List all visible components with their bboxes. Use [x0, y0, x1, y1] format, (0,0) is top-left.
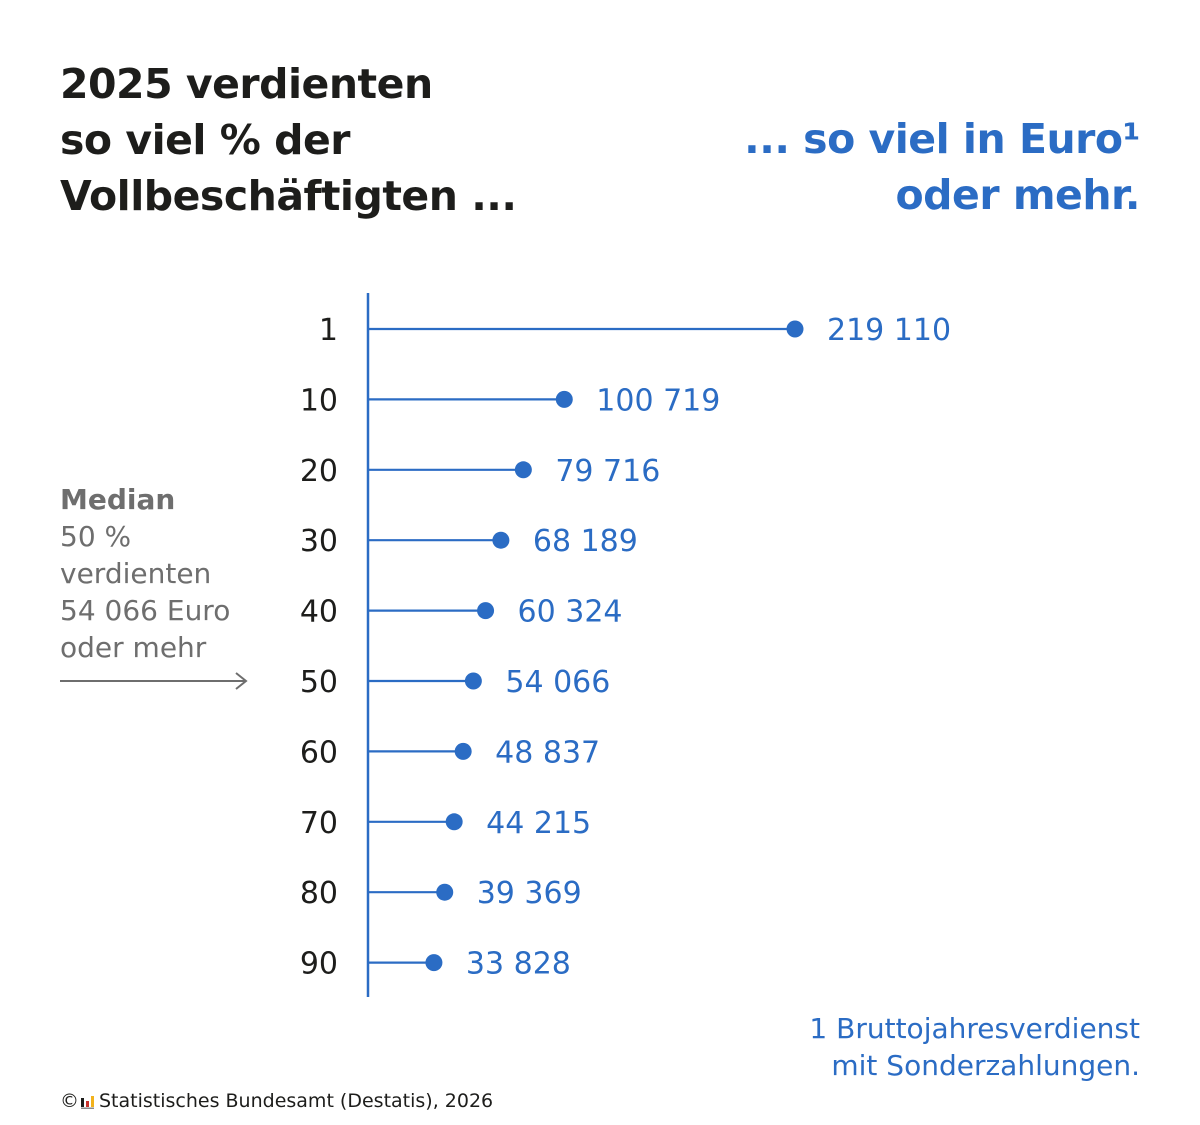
- source-credit: © Statistisches Bundesamt (Destatis), 202…: [60, 1087, 493, 1115]
- copyright-symbol: ©: [60, 1090, 79, 1112]
- percentile-label: 50: [300, 665, 338, 700]
- median-arrow-head-icon: [235, 672, 248, 690]
- percentile-label: 20: [300, 454, 338, 489]
- subtitle-line: ... so viel in Euro¹: [744, 115, 1140, 163]
- percentile-label: 80: [300, 876, 338, 911]
- percentile-label: 90: [300, 947, 338, 982]
- lollipop-point: [454, 742, 472, 760]
- value-label: 68 189: [533, 524, 638, 559]
- percentile-label: 1: [319, 313, 338, 348]
- median-line: 54 066 Euro: [60, 594, 231, 627]
- chart-title: 2025 verdienten so viel % der Vollbeschä…: [60, 56, 620, 224]
- median-line: verdienten: [60, 557, 212, 590]
- value-label: 79 716: [555, 454, 660, 489]
- value-label: 100 719: [596, 383, 720, 418]
- lollipop-point: [464, 672, 482, 690]
- footnote-line: mit Sonderzahlungen.: [831, 1049, 1140, 1082]
- chart-subtitle: ... so viel in Euro¹ oder mehr.: [640, 111, 1140, 223]
- value-label: 33 828: [466, 947, 571, 982]
- percentile-label: 30: [300, 524, 338, 559]
- value-label: 60 324: [518, 595, 623, 630]
- destatis-logo-icon: [81, 1095, 94, 1109]
- value-label: 219 110: [827, 313, 951, 348]
- lollipop-point: [786, 320, 804, 338]
- lollipop-point: [445, 813, 463, 831]
- value-label: 39 369: [477, 876, 582, 911]
- value-label: 44 215: [486, 806, 591, 841]
- median-line: 50 %: [60, 520, 132, 553]
- lollipop-point: [425, 954, 443, 972]
- title-line: Vollbeschäftigten ...: [60, 172, 517, 220]
- lollipop-point: [555, 390, 573, 408]
- lollipop-point: [514, 461, 532, 479]
- source-text: Statistisches Bundesamt (Destatis), 2026: [99, 1090, 494, 1112]
- percentile-label: 60: [300, 735, 338, 770]
- title-line: 2025 verdienten: [60, 60, 433, 108]
- footnote: 1 Bruttojahresverdienst mit Sonderzahlun…: [640, 1010, 1140, 1084]
- percentile-label: 40: [300, 595, 338, 630]
- percentile-label: 10: [300, 383, 338, 418]
- median-annotation: Median 50 % verdienten 54 066 Euro oder …: [60, 481, 290, 666]
- subtitle-line: oder mehr.: [895, 171, 1141, 219]
- value-label: 54 066: [505, 665, 610, 700]
- percentile-label: 70: [300, 806, 338, 841]
- chart-marks: 1 219 110 10 100 719 20 79 716 30 68 189 40 60 32…: [300, 313, 951, 982]
- footnote-line: 1 Bruttojahresverdienst: [809, 1012, 1140, 1045]
- value-label: 48 837: [495, 735, 600, 770]
- lollipop-point: [436, 883, 454, 901]
- median-heading: Median: [60, 483, 176, 516]
- lollipop-point: [492, 531, 510, 549]
- median-line: oder mehr: [60, 631, 207, 664]
- lollipop-point: [477, 602, 495, 620]
- title-line: so viel % der: [60, 116, 351, 164]
